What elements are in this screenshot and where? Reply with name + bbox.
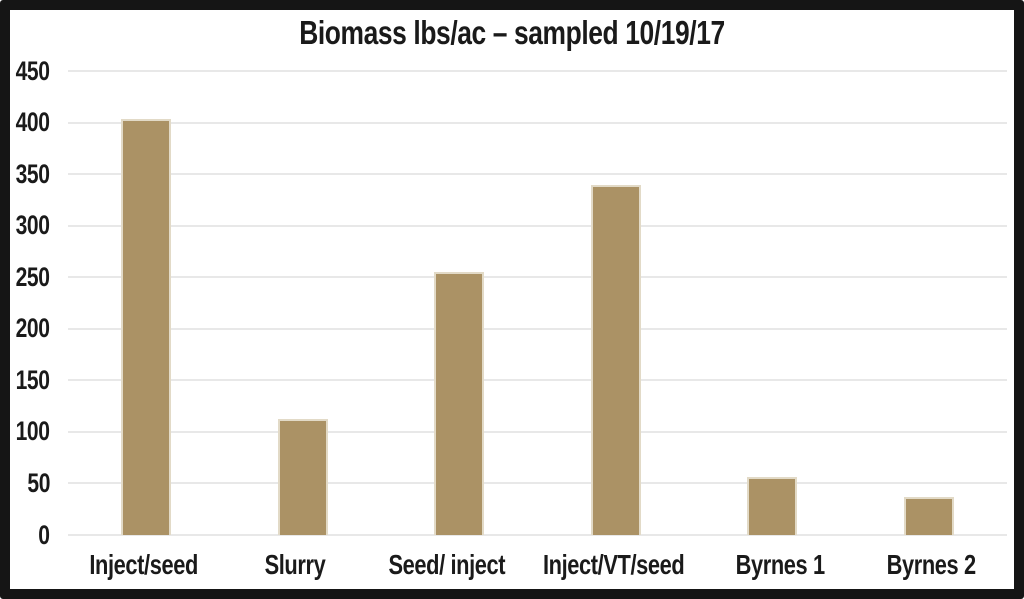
x-axis: Inject/seed Slurry Seed/ inject Inject/VT/s… [68,546,1007,584]
x-category-text: Byrnes 1 [735,549,825,580]
x-category-label-4: Byrnes 1 [704,548,856,582]
y-tick-text: 100 [16,416,50,447]
x-category-text: Byrnes 2 [886,549,977,580]
x-category-label-2: Seed/ inject [371,548,523,582]
bar-slot-5 [851,71,1008,535]
gridline-150 [68,379,1007,382]
gridline-450 [68,70,1007,72]
gridline-0 [68,534,1007,536]
y-tick-text: 150 [16,364,50,395]
y-tick-text: 50 [27,467,50,498]
y-tick-text: 200 [16,313,50,344]
y-tick-text: 400 [16,107,50,138]
gridline-100 [68,430,1007,433]
plot-area [68,70,1007,536]
x-category-label-0: Inject/seed [68,548,220,582]
bar-slot-2 [381,71,538,535]
gridline-350 [68,173,1007,176]
chart-canvas: Biomass lbs/ac – sampled 10/19/17 0 50 100… [10,10,1014,589]
bar-byrnes-1 [747,477,798,535]
bar-slurry [277,418,328,535]
x-category-label-3: Inject/VT/seed [523,548,704,582]
gridline-50 [68,482,1007,485]
bar-seed-inject [434,272,485,535]
y-tick-text: 350 [16,158,50,189]
y-tick-text: 300 [16,210,50,241]
bar-slot-1 [225,71,382,535]
x-category-label-1: Slurry [220,548,372,582]
gridline-400 [68,121,1007,124]
bar-inject-seed [121,119,172,535]
bar-slot-0 [68,71,225,535]
x-category-text: Inject/seed [89,549,199,580]
bar-inject-vt-seed [590,185,641,535]
x-category-text: Slurry [264,549,326,580]
y-tick-text: 450 [16,55,50,86]
x-category-label-5: Byrnes 2 [855,548,1007,582]
bars-row [68,71,1007,535]
chart-title: Biomass lbs/ac – sampled 10/19/17 [10,12,1014,54]
bar-slot-4 [694,71,851,535]
y-tick-text: 0 [38,519,51,550]
gridline-200 [68,327,1007,330]
bar-byrnes-2 [903,496,954,535]
y-axis: 0 50 100 150 200 250 300 350 400 450 [10,57,50,548]
gridline-300 [68,224,1007,227]
bar-slot-3 [538,71,695,535]
x-category-text: Seed/ inject [388,549,506,580]
gridline-250 [68,276,1007,279]
x-category-text: Inject/VT/seed [542,549,685,580]
chart-title-text: Biomass lbs/ac – sampled 10/19/17 [299,14,725,51]
y-tick-text: 250 [16,261,50,292]
